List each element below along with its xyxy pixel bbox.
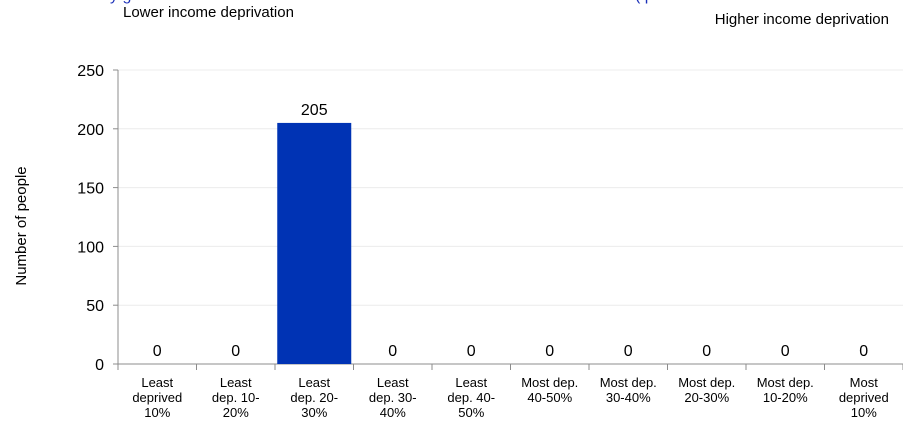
x-category-label: Most dep. 20-30% [678, 375, 735, 405]
data-label: 0 [467, 343, 476, 360]
y-axis-title: Number of people [13, 166, 30, 285]
data-label: 0 [859, 343, 868, 360]
data-label: 0 [781, 343, 790, 360]
x-category-label: Least deprived 10% [132, 375, 182, 420]
data-label: 0 [624, 343, 633, 360]
higher-deprivation-label: Higher income deprivation [714, 11, 889, 28]
x-category-label: Least dep. 20-30% [290, 375, 338, 420]
y-tick-label: 100 [77, 239, 104, 256]
y-tick-label: 150 [77, 181, 104, 198]
chart-title-fragment-right: ( p [635, 0, 654, 5]
data-label: 0 [545, 343, 554, 360]
x-category-label: Most deprived 10% [839, 375, 889, 420]
y-tick-label: 250 [77, 63, 104, 80]
x-category-label: Least dep. 10-20% [212, 375, 260, 420]
y-tick-label: 0 [95, 357, 104, 374]
y-tick-label: 200 [77, 122, 104, 139]
data-label: 0 [153, 343, 162, 360]
x-category-label: Most dep. 10-20% [757, 375, 814, 405]
chart-title-fragment-left: y g [110, 0, 131, 5]
x-category-label: Least dep. 30-40% [369, 375, 417, 420]
x-category-label: Most dep. 30-40% [600, 375, 657, 405]
data-label: 205 [301, 102, 328, 119]
x-category-label: Least dep. 40-50% [447, 375, 495, 420]
lower-deprivation-label: Lower income deprivation [123, 4, 294, 21]
data-label: 0 [702, 343, 711, 360]
data-label: 0 [388, 343, 397, 360]
x-category-label: Most dep. 40-50% [521, 375, 578, 405]
bar [277, 122, 352, 364]
y-tick-label: 50 [86, 298, 104, 315]
data-label: 0 [231, 343, 240, 360]
